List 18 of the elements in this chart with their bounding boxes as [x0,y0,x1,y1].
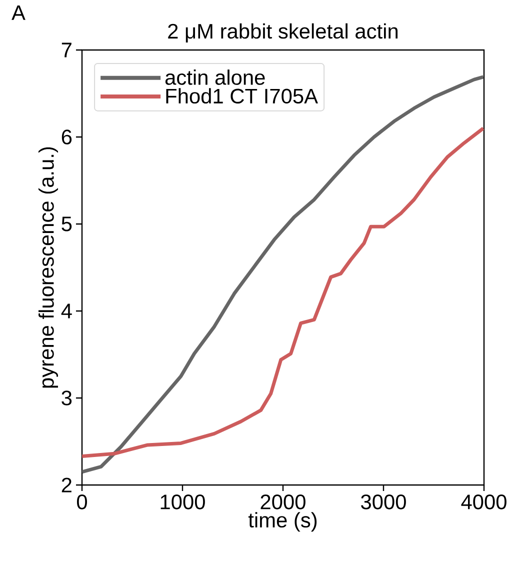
chart-title: 2 μM rabbit skeletal actin [168,23,398,42]
text: A [12,6,26,20]
y-tick-label: 5 [62,216,72,232]
line-series [82,126,484,458]
legend-label: actin alone [165,70,265,85]
y-axis-title: pyrene fluorescence (a.u.) [38,147,58,388]
y-tick-label: 6 [62,130,72,144]
x-tick-label: 2000 [260,494,306,510]
x-tick-label: 0 [76,494,87,510]
legend-label: Fhod1 CT I705A [166,88,318,104]
y-tick-label: 2 [62,478,72,492]
x-tick-label: 1000 [160,494,205,510]
y-tick-label: 7 [62,42,72,58]
y-tick-label: 3 [62,390,72,406]
y-tick-label: 4 [61,304,72,318]
x-tick-label: 3000 [361,494,406,510]
x-tick-label: 4000 [461,494,506,510]
x-axis-title: time (s) [248,512,317,532]
